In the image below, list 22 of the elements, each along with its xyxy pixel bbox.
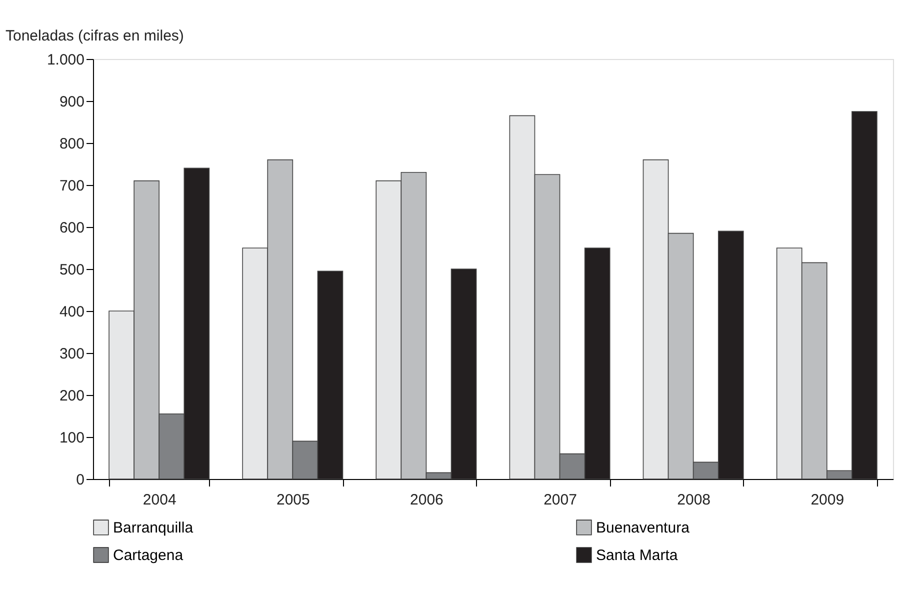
y-tick-label: 600	[59, 220, 84, 236]
legend-label: Buenaventura	[596, 519, 690, 536]
y-tick-label: 300	[59, 346, 84, 362]
y-tick-label: 800	[59, 136, 84, 152]
y-tick-label: 100	[59, 430, 84, 446]
x-tick-label: 2006	[410, 492, 444, 508]
y-tick-label: 700	[59, 178, 84, 194]
y-tick-label: 1.000	[46, 52, 84, 68]
y-tick-label: 900	[59, 94, 84, 110]
legend-label: Barranquilla	[113, 519, 194, 536]
legend-label: Cartagena	[113, 547, 184, 564]
x-tick-label: 2005	[276, 492, 310, 508]
x-tick-label: 2009	[810, 492, 844, 508]
y-tick-label: 500	[59, 262, 84, 278]
x-tick-label: 2008	[677, 492, 711, 508]
y-tick-label: 0	[76, 472, 84, 488]
x-tick-label: 2007	[544, 492, 577, 508]
x-tick-label: 2004	[142, 492, 176, 508]
legend-label: Santa Marta	[596, 547, 678, 564]
y-tick-label: 200	[59, 388, 84, 404]
y-tick-label: 400	[59, 304, 84, 320]
y-axis-title: Toneladas (cifras en miles)	[6, 28, 184, 44]
